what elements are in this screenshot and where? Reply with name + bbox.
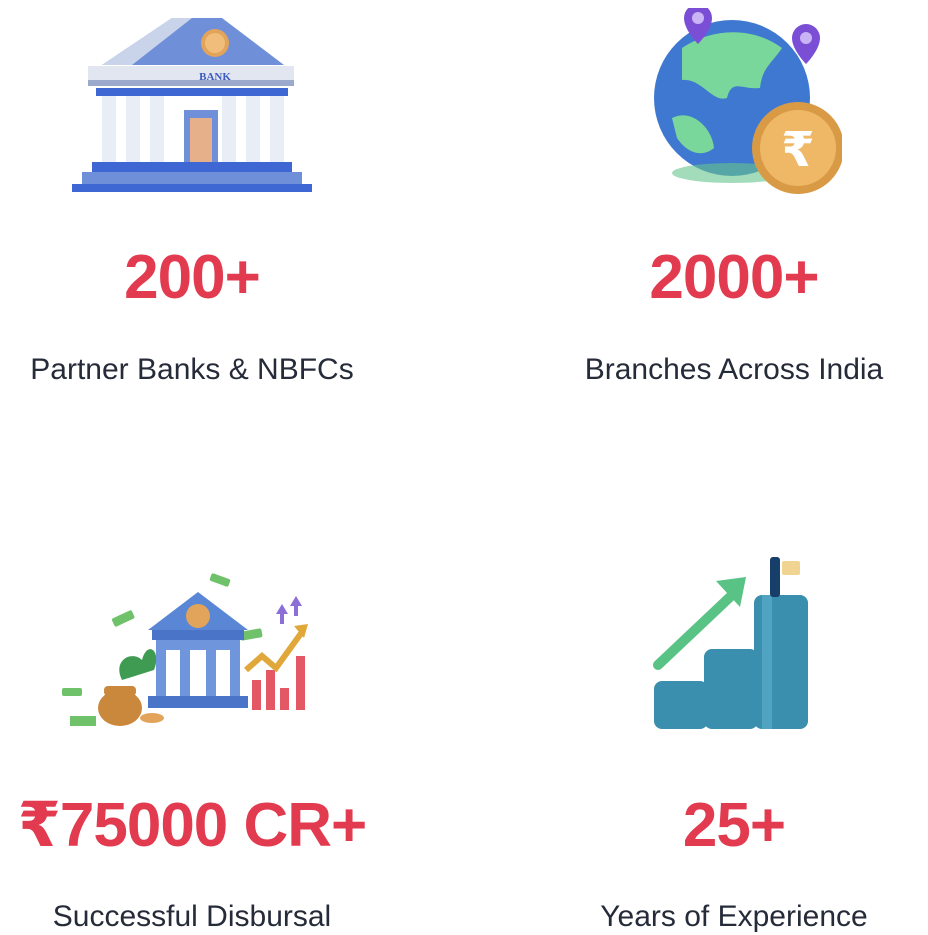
stat-label: Partner Banks & NBFCs <box>30 353 354 386</box>
stat-value: 2000+ <box>649 243 819 312</box>
stat-value: ₹75000 CR+ <box>17 791 368 860</box>
stat-value: 25+ <box>682 791 786 860</box>
bank-money-growth-icon <box>62 573 308 726</box>
growth-chart-icon <box>653 557 808 729</box>
bank-sign: BANK <box>199 71 231 83</box>
globe-rupee-icon: ₹ <box>654 8 842 194</box>
svg-text:₹: ₹ <box>781 122 814 178</box>
stat-label: Years of Experience <box>600 900 868 933</box>
stat-label: Successful Disbursal <box>52 900 332 933</box>
bank-building-icon: BANK <box>72 18 312 192</box>
stat-label: Branches Across India <box>584 353 884 386</box>
stat-value: 200+ <box>124 243 261 312</box>
